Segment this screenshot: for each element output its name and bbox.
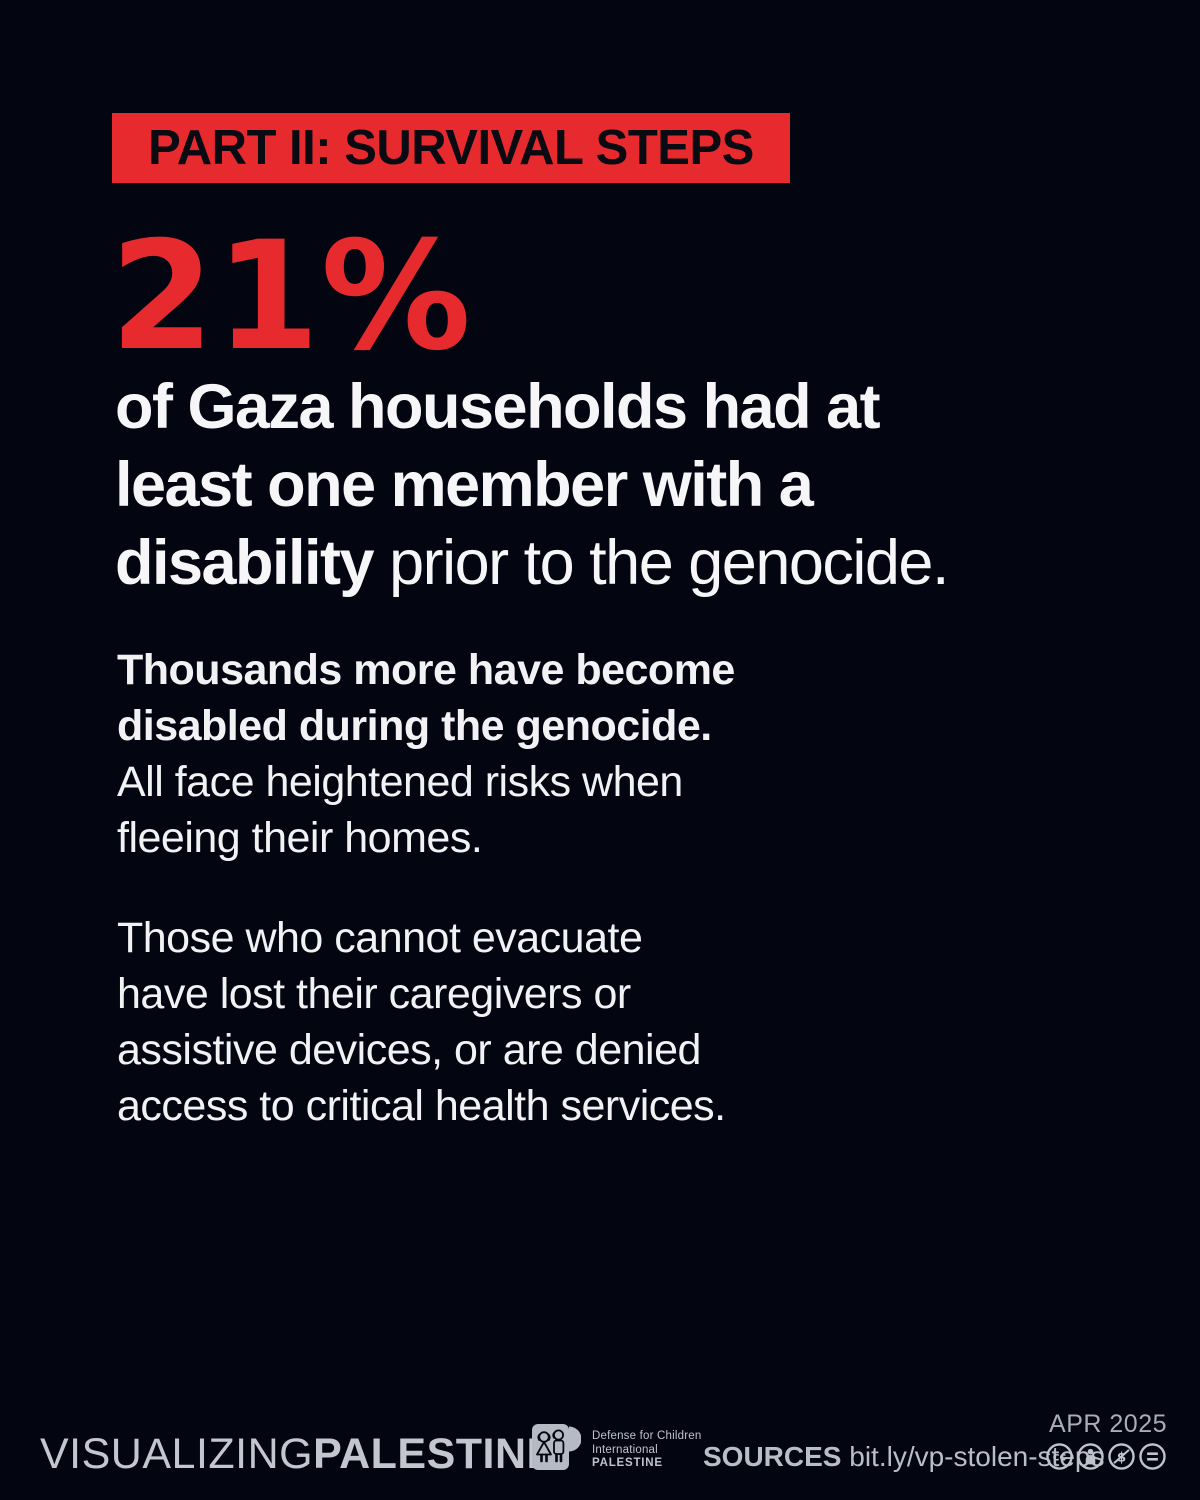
paragraph1-line-3: All face heightened risks when [117, 758, 683, 806]
part-banner-label: PART II: SURVIVAL STEPS [148, 121, 754, 175]
svg-text:$: $ [1117, 1450, 1126, 1465]
cc-nc-icon: $ [1107, 1442, 1136, 1471]
paragraph1-line-1: Thousands more have become [117, 646, 735, 694]
dci-palestine-logo: Defense for Children International PALES… [531, 1421, 701, 1478]
paragraph2-line-1: Those who cannot evacuate [117, 914, 643, 962]
sources-link: bit.ly/vp-stolen-steps [849, 1441, 1105, 1472]
svg-text:cc: cc [1053, 1450, 1067, 1464]
visualizing-palestine-logo: VISUALIZINGPALESTINE [40, 1430, 556, 1479]
part-banner: PART II: SURVIVAL STEPS [112, 113, 790, 183]
paragraph-cannot-evacuate: Those who cannot evacuate have lost thei… [117, 910, 726, 1134]
paragraph2-line-3: assistive devices, or are denied [117, 1026, 701, 1074]
stat-value: 21% [110, 210, 473, 384]
brand-visualizing: VISUALIZING [40, 1430, 314, 1478]
paragraph2-line-4: access to critical health services. [117, 1082, 726, 1130]
paragraph-thousands-disabled: Thousands more have become disabled duri… [117, 642, 735, 866]
cc-icon: cc [1045, 1442, 1074, 1471]
dci-text-line-3: PALESTINE [592, 1457, 663, 1469]
cc-by-icon [1076, 1442, 1105, 1471]
dci-text-line-2: International [592, 1443, 658, 1456]
dci-text-line-1: Defense for Children [592, 1430, 702, 1442]
headline-line-3: disability prior to the genocide. [115, 528, 949, 598]
dci-logo-text: Defense for Children International PALES… [592, 1430, 701, 1471]
headline: of Gaza households had at least one memb… [115, 368, 1185, 602]
brand-palestine: PALESTINE [313, 1430, 556, 1478]
dci-children-icon [531, 1421, 582, 1478]
headline-line-1: of Gaza households had at [115, 372, 881, 442]
paragraph1-line-4: fleeing their homes. [117, 814, 483, 862]
paragraph2-line-2: have lost their caregivers or [117, 970, 631, 1018]
publish-date: APR 2025 [1049, 1410, 1167, 1438]
cc-nd-icon [1138, 1442, 1167, 1471]
headline-line-2: least one member with a [115, 450, 814, 520]
paragraph1-line-2: disabled during the genocide. [117, 702, 712, 750]
license-block: APR 2025 cc $ [1045, 1410, 1167, 1471]
sources: SOURCES bit.ly/vp-stolen-steps [703, 1441, 1104, 1473]
creative-commons-icons: cc $ [1045, 1442, 1167, 1471]
sources-label: SOURCES [703, 1441, 842, 1472]
